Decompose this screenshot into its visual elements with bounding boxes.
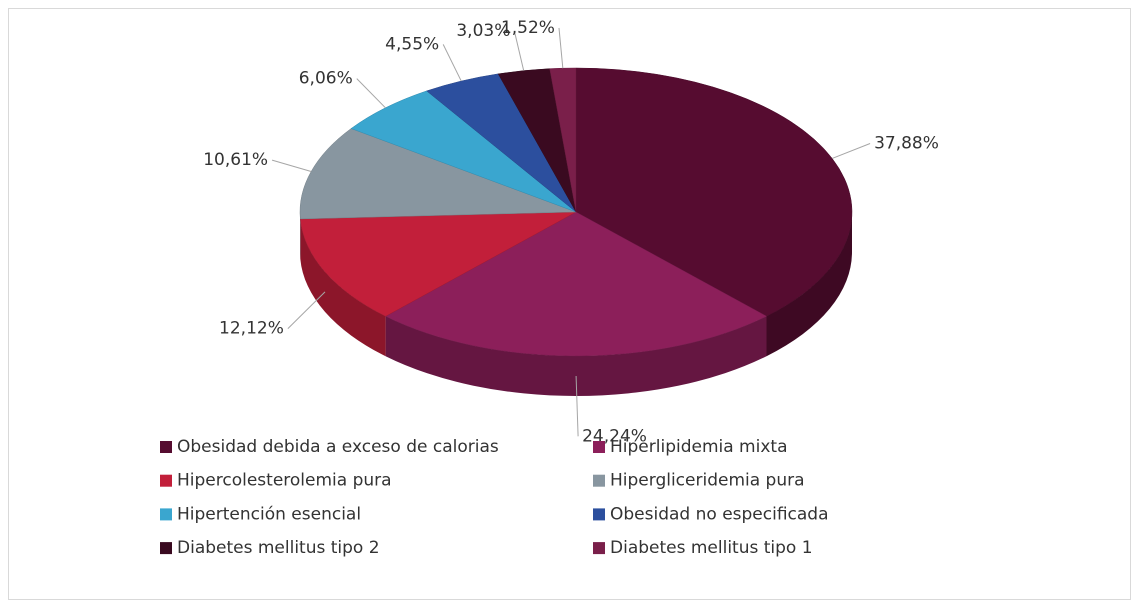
- legend-label: Obesidad debida a exceso de calorias: [177, 437, 499, 457]
- data-label: 4,55%: [385, 34, 439, 54]
- legend-label: Hipergliceridemia pura: [610, 471, 805, 491]
- legend-swatch: [160, 542, 172, 554]
- legend-swatch: [593, 475, 605, 487]
- data-label: 37,88%: [874, 133, 939, 153]
- legend-swatch: [160, 475, 172, 487]
- legend-label: Diabetes mellitus tipo 1: [610, 538, 813, 558]
- legend-label: Hipertención esencial: [177, 504, 361, 524]
- data-label: 10,61%: [203, 150, 268, 170]
- legend-label: Obesidad no especificada: [610, 504, 829, 524]
- data-label: 12,12%: [219, 319, 284, 339]
- legend-label: Hipercolesterolemia pura: [177, 471, 392, 491]
- legend-swatch: [160, 441, 172, 453]
- data-label: 6,06%: [299, 69, 353, 89]
- data-label: 1,52%: [501, 18, 555, 38]
- legend-swatch: [593, 508, 605, 520]
- legend-swatch: [593, 441, 605, 453]
- legend-swatch: [160, 508, 172, 520]
- legend-swatch: [593, 542, 605, 554]
- legend-label: Hiperlipidemia mixta: [610, 437, 788, 457]
- legend-label: Diabetes mellitus tipo 2: [177, 538, 380, 558]
